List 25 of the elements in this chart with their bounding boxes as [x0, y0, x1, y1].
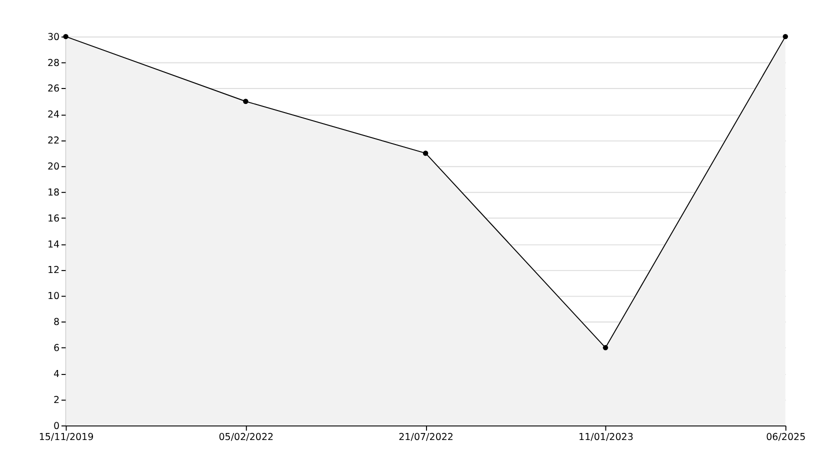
- y-tick-label: 14: [47, 239, 60, 250]
- y-tick-label: 2: [54, 394, 60, 406]
- y-tick-label: 30: [47, 32, 60, 43]
- y-tick-label: 8: [54, 317, 60, 328]
- y-tick-label: 26: [47, 84, 60, 95]
- x-tick-label: 21/07/2022: [398, 432, 454, 444]
- y-tick-label: 24: [47, 110, 60, 121]
- x-tick-label: 11/01/2023: [578, 432, 634, 444]
- y-tick-label: 12: [47, 265, 60, 276]
- x-tick-label: 05/02/2022: [218, 432, 274, 444]
- x-tick-label: 06/2025: [766, 432, 806, 444]
- y-tick-label: 0: [54, 420, 60, 432]
- x-tick-label: 15/11/2019: [38, 432, 94, 444]
- y-tick-label: 20: [47, 162, 60, 173]
- point: [243, 98, 248, 104]
- y-tick-label: 28: [47, 58, 60, 69]
- y-tick-label: 4: [54, 368, 60, 380]
- y-tick-label: 6: [54, 343, 60, 354]
- y-tick-label: 18: [47, 187, 60, 198]
- point: [422, 150, 428, 156]
- y-tick-label: 10: [47, 291, 60, 302]
- point: [602, 345, 608, 350]
- y-tick-label: 22: [47, 136, 60, 147]
- point: [782, 34, 788, 40]
- y-tick-label: 16: [47, 213, 60, 224]
